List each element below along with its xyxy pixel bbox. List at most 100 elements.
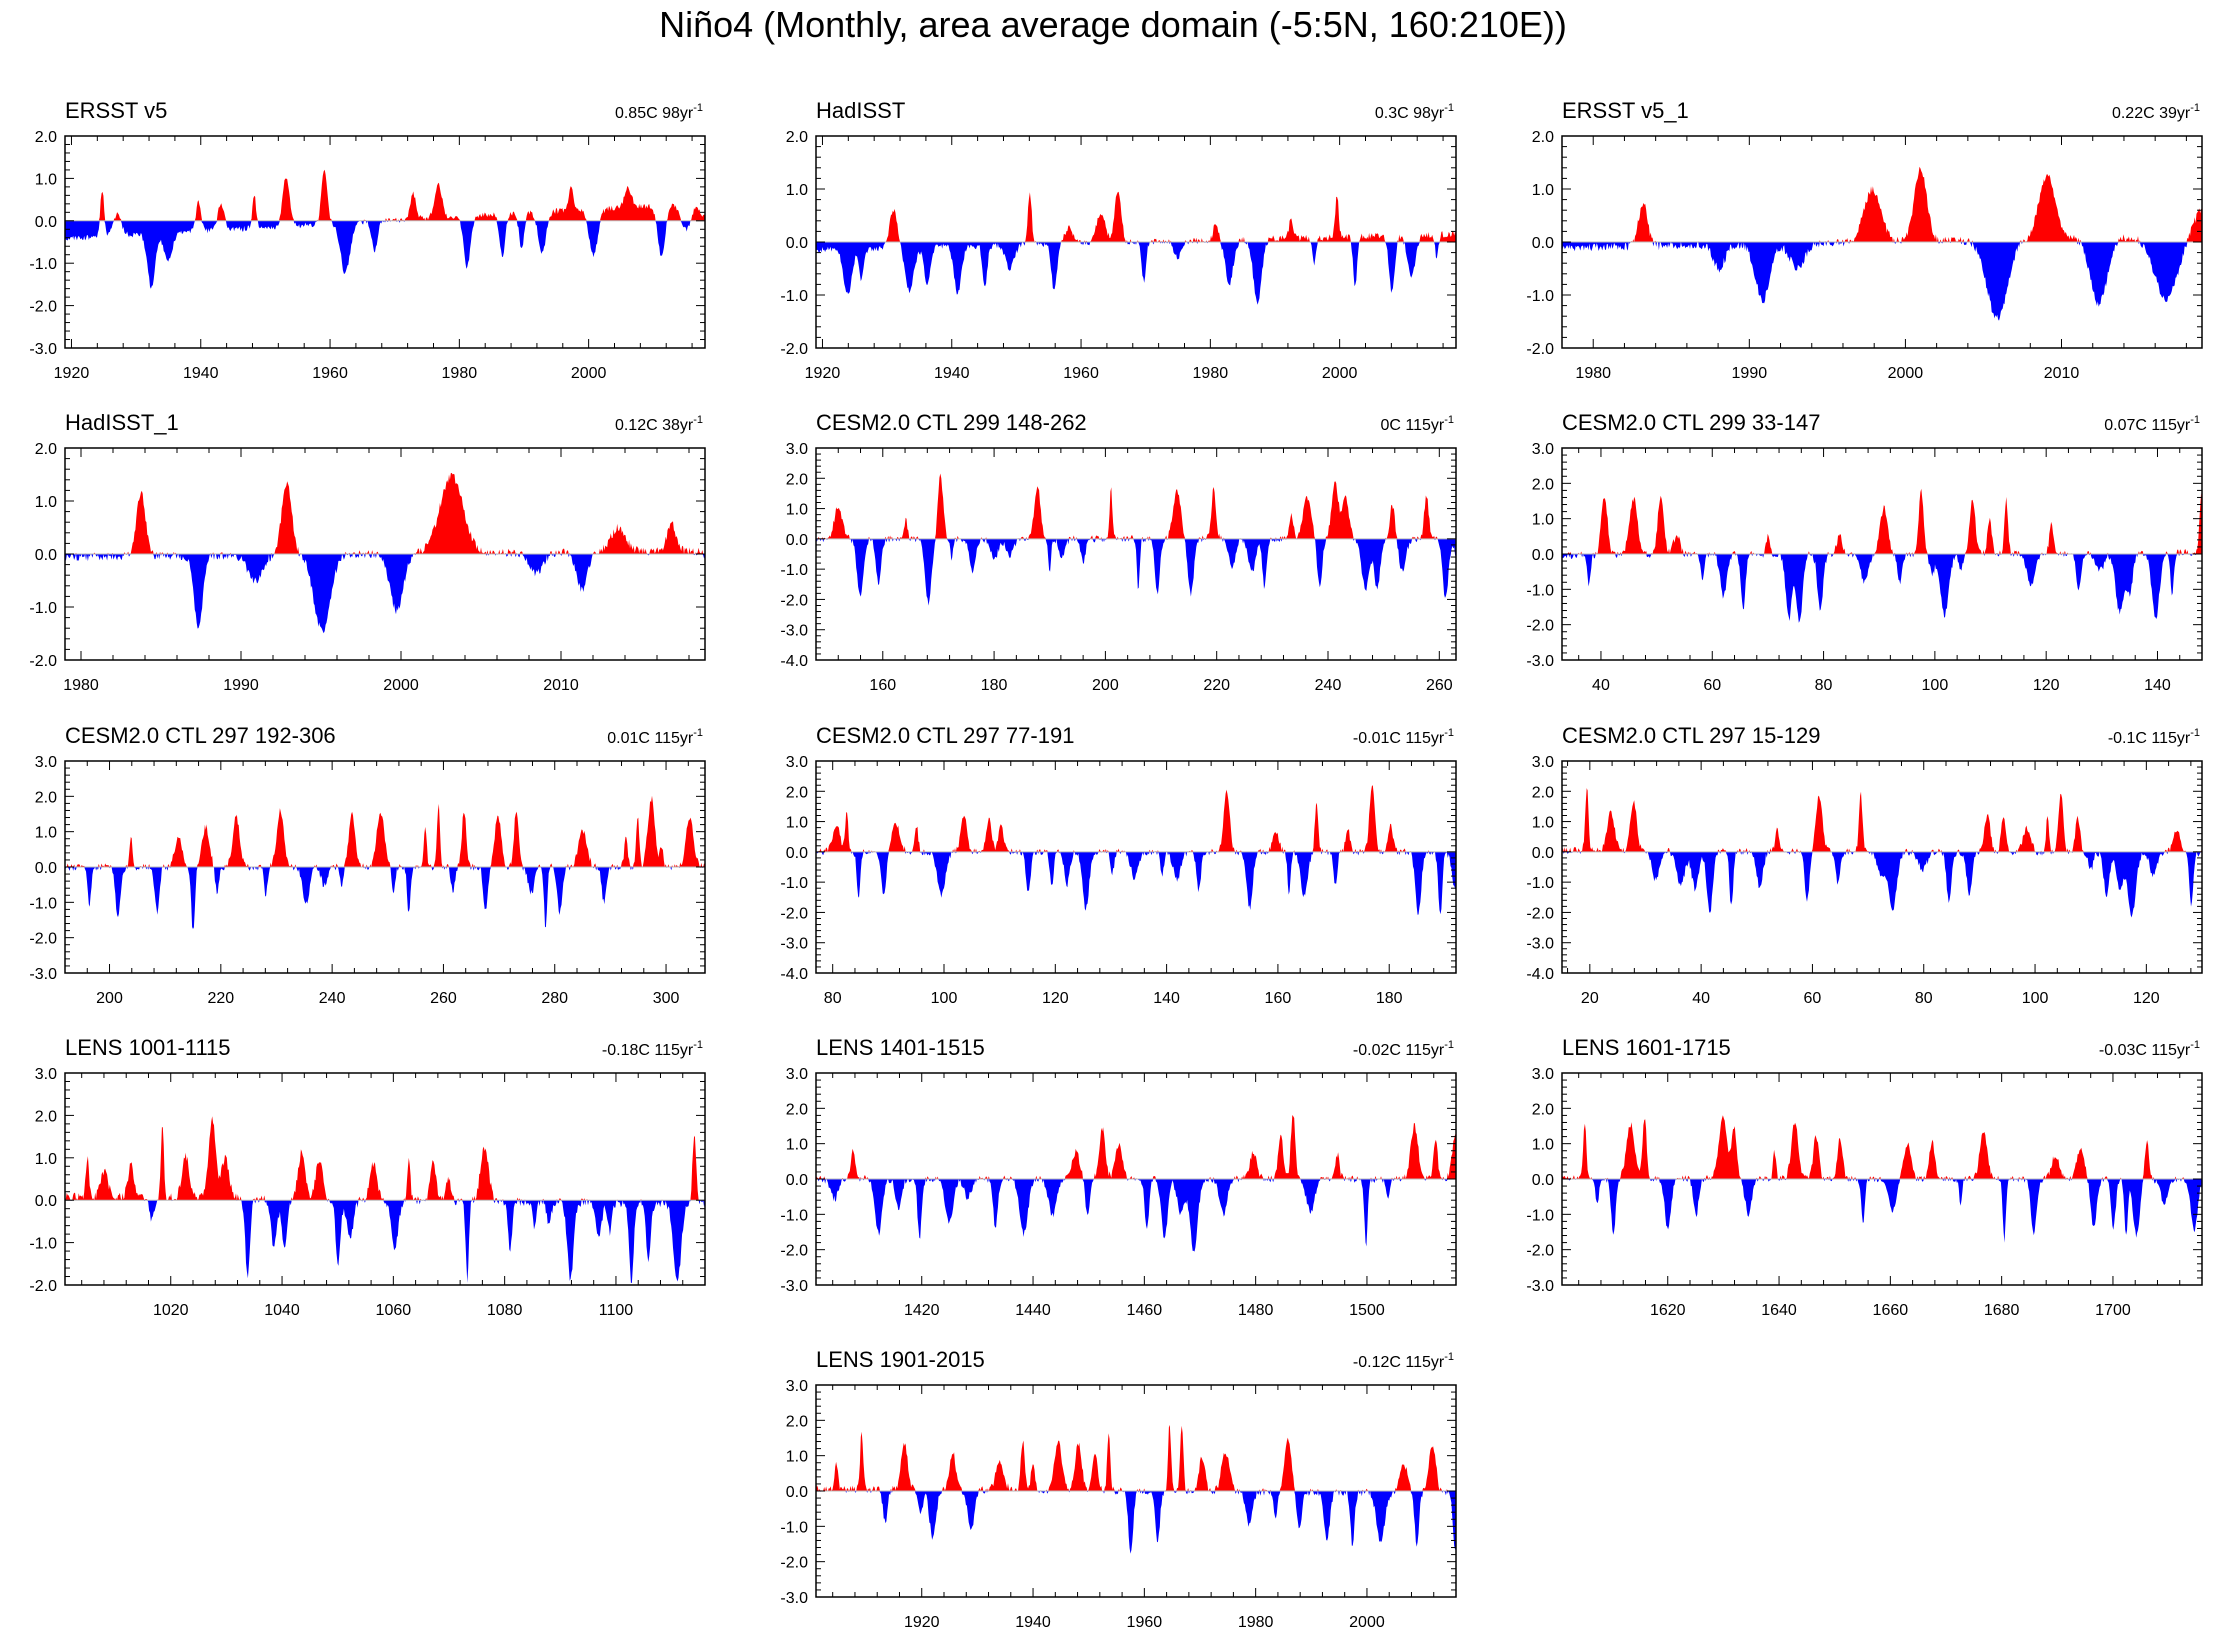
positive-anomaly-area	[65, 472, 705, 554]
x-tick-label: 180	[1376, 990, 1403, 1007]
y-tick-label: 1.0	[786, 1449, 808, 1466]
positive-anomaly-area	[1562, 788, 2202, 852]
x-tick-label: 160	[869, 677, 896, 694]
y-tick-label: 0.0	[35, 214, 57, 231]
y-tick-label: 3.0	[786, 1066, 808, 1083]
trend-label: 0.07C 115yr-1	[2104, 414, 2200, 434]
y-tick-label: 2.0	[35, 441, 57, 458]
x-tick-label: 260	[430, 990, 457, 1007]
y-tick-label: -3.0	[29, 341, 57, 358]
negative-anomaly-area	[1562, 242, 2202, 321]
chart-panel: CESM2.0 CTL 297 15-129 -0.1C 115yr-1 3.0 2.…	[1526, 723, 2203, 1007]
x-tick-label: 1500	[1349, 1302, 1385, 1319]
positive-anomaly-area	[816, 1424, 1456, 1491]
x-tick-label: 1920	[904, 1614, 940, 1631]
x-tick-label: 1620	[1650, 1302, 1686, 1319]
y-tick-label: 1.0	[35, 494, 57, 511]
x-tick-label: 160	[1265, 990, 1292, 1007]
y-tick-label: -2.0	[780, 592, 808, 609]
y-tick-label: 1.0	[1532, 182, 1554, 199]
chart-panel: LENS 1401-1515 -0.02C 115yr-1 3.0 2.0 1.0 0.0…	[780, 1035, 1457, 1319]
negative-anomaly-area	[1562, 554, 2202, 623]
x-tick-label: 1080	[487, 1302, 523, 1319]
x-tick-label: 1680	[1984, 1302, 2020, 1319]
positive-anomaly-area	[816, 473, 1456, 539]
panel-title: CESM2.0 CTL 299 148-262	[816, 410, 1087, 435]
x-tick-label: 1660	[1873, 1302, 1909, 1319]
panel-title: LENS 1401-1515	[816, 1035, 985, 1060]
y-tick-label: 2.0	[786, 1413, 808, 1430]
x-tick-label: 1940	[183, 365, 219, 382]
positive-anomaly-area	[816, 191, 1456, 242]
y-tick-label: 0.0	[786, 532, 808, 549]
y-tick-label: 1.0	[35, 1151, 57, 1168]
y-tick-label: -1.0	[29, 895, 57, 912]
chart-panel: CESM2.0 CTL 299 148-262 0C 115yr-1 3.0 2.0 1…	[780, 410, 1457, 694]
trend-label: -0.12C 115yr-1	[1353, 1351, 1454, 1371]
y-tick-label: -1.0	[780, 288, 808, 305]
figure-title: Niño4 (Monthly, area average domain (-5:…	[659, 4, 1567, 45]
x-tick-label: 1960	[1063, 365, 1099, 382]
x-tick-label: 2000	[571, 365, 607, 382]
x-tick-label: 1960	[1127, 1614, 1163, 1631]
y-tick-label: -4.0	[1526, 966, 1554, 983]
panel-title: ERSST v5_1	[1562, 98, 1689, 123]
x-tick-label: 2010	[543, 677, 579, 694]
trend-label: 0.01C 115yr-1	[607, 727, 703, 747]
x-tick-label: 20	[1581, 990, 1599, 1007]
x-tick-label: 1700	[2095, 1302, 2131, 1319]
plot-frame	[815, 447, 1457, 661]
x-tick-label: 100	[931, 990, 958, 1007]
x-tick-label: 1640	[1761, 1302, 1797, 1319]
y-tick-label: -1.0	[1526, 288, 1554, 305]
x-tick-label: 200	[1092, 677, 1119, 694]
y-tick-label: 0.0	[786, 1484, 808, 1501]
chart-panel: LENS 1601-1715 -0.03C 115yr-1 3.0 2.0 1.0 0.0…	[1526, 1035, 2203, 1319]
negative-anomaly-area	[65, 220, 705, 289]
y-tick-label: 0.0	[35, 1193, 57, 1210]
positive-anomaly-area	[1562, 488, 2202, 554]
y-tick-label: 3.0	[1532, 1066, 1554, 1083]
x-tick-label: 1440	[1015, 1302, 1051, 1319]
positive-anomaly-area	[65, 795, 705, 867]
y-tick-label: 2.0	[1532, 784, 1554, 801]
y-tick-label: -3.0	[1526, 1278, 1554, 1295]
panel-title: ERSST v5	[65, 98, 167, 123]
positive-anomaly-area	[1562, 166, 2202, 242]
y-tick-label: -3.0	[1526, 653, 1554, 670]
x-tick-label: 220	[1203, 677, 1230, 694]
trend-label: -0.03C 115yr-1	[2099, 1039, 2200, 1059]
x-tick-label: 40	[1692, 990, 1710, 1007]
x-tick-label: 1980	[1193, 365, 1229, 382]
negative-anomaly-area	[1562, 851, 2202, 918]
y-tick-label: 2.0	[786, 784, 808, 801]
positive-anomaly-area	[65, 169, 705, 221]
chart-panel: HadISST 0.3C 98yr-1 2.0 1.0 0.0 -1.0 -2.0 1920 1…	[780, 98, 1457, 382]
x-tick-label: 1460	[1127, 1302, 1163, 1319]
x-tick-label: 1980	[63, 677, 99, 694]
x-tick-label: 240	[319, 990, 346, 1007]
x-tick-label: 2000	[1349, 1614, 1385, 1631]
x-tick-label: 1940	[1015, 1614, 1051, 1631]
negative-anomaly-area	[816, 538, 1456, 606]
y-tick-label: 1.0	[35, 171, 57, 188]
x-tick-label: 80	[824, 990, 842, 1007]
y-tick-label: 0.0	[1532, 547, 1554, 564]
y-tick-label: -2.0	[29, 653, 57, 670]
y-tick-label: -4.0	[780, 966, 808, 983]
y-tick-label: 0.0	[786, 1172, 808, 1189]
y-tick-label: 2.0	[1532, 476, 1554, 493]
x-tick-label: 80	[1915, 990, 1933, 1007]
y-tick-label: 3.0	[786, 754, 808, 771]
y-tick-label: 2.0	[1532, 1101, 1554, 1118]
panel-title: CESM2.0 CTL 297 77-191	[816, 723, 1074, 748]
y-tick-label: 0.0	[35, 860, 57, 877]
panel-title: LENS 1001-1115	[65, 1035, 231, 1060]
trend-label: -0.1C 115yr-1	[2108, 727, 2200, 747]
x-tick-label: 1920	[54, 365, 90, 382]
negative-anomaly-area	[816, 1491, 1456, 1554]
x-tick-label: 100	[2022, 990, 2049, 1007]
y-tick-label: 1.0	[1532, 1137, 1554, 1154]
y-tick-label: 1.0	[1532, 512, 1554, 529]
y-tick-label: 2.0	[786, 471, 808, 488]
